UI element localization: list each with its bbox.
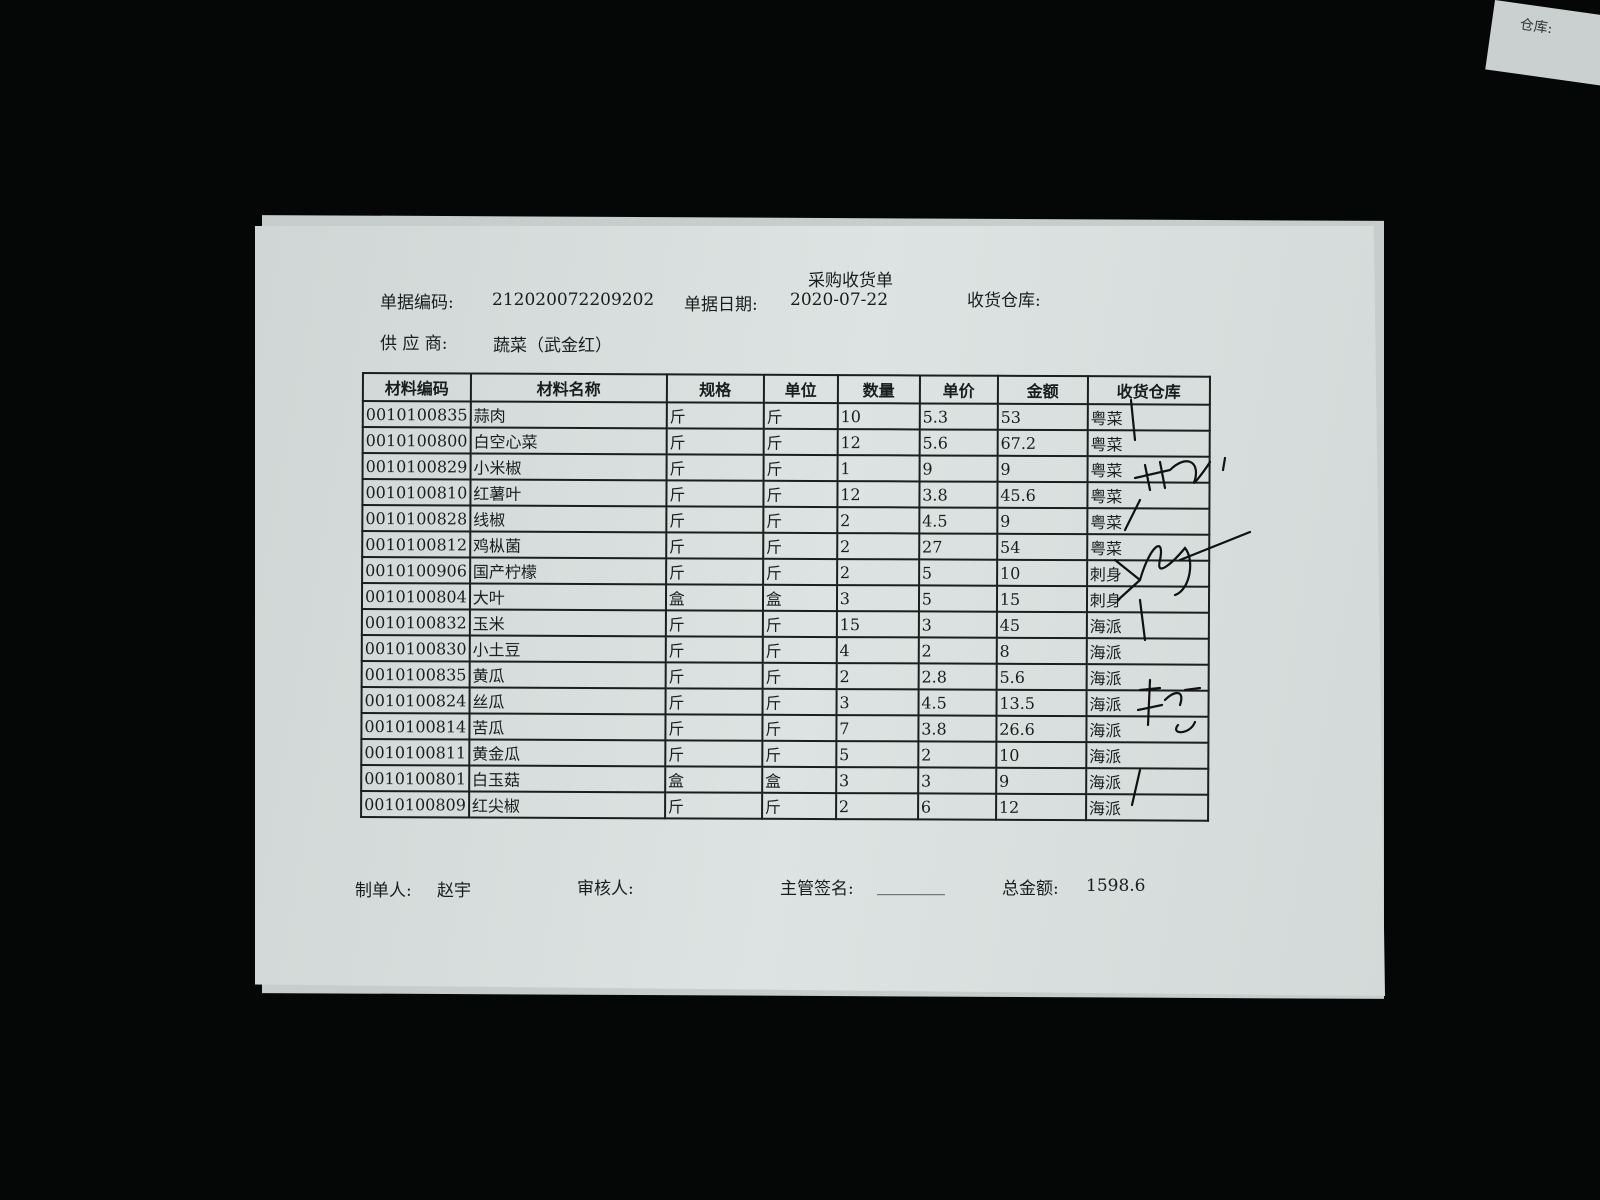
signature-3 (1136, 678, 1202, 734)
supplier-label: 供 应 商: (380, 334, 448, 354)
check-mark (1123, 498, 1142, 532)
reviewer-label: 审核人: (577, 879, 634, 899)
check-mark (1129, 398, 1137, 442)
signature-2 (1113, 530, 1252, 602)
receipt-paper (255, 226, 1385, 996)
supervisor-signature-line: ________ (877, 876, 945, 896)
document-title: 采购收货单 (808, 271, 893, 291)
signature-1 (1133, 456, 1227, 492)
maker-label: 制单人: (355, 881, 412, 901)
doc-no: 212020072209202 (492, 290, 655, 310)
total-amount: 1598.6 (1086, 876, 1146, 896)
doc-date: 2020-07-22 (790, 290, 889, 310)
warehouse-label: 收货仓库: (967, 291, 1041, 311)
supervisor-label: 主管签名: (780, 879, 854, 899)
maker-name: 赵宇 (437, 881, 471, 901)
supplier-name: 蔬菜（武金红） (493, 336, 612, 356)
date-label: 单据日期: (684, 295, 758, 315)
doc-no-label: 单据编码: (380, 293, 454, 313)
check-mark (1138, 598, 1147, 642)
total-label: 总金额: (1002, 879, 1059, 899)
check-mark (1130, 768, 1142, 807)
